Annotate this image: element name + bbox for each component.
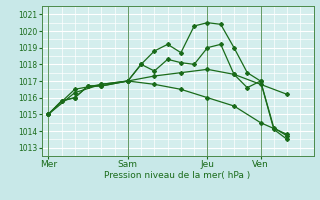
X-axis label: Pression niveau de la mer( hPa ): Pression niveau de la mer( hPa ) [104,171,251,180]
